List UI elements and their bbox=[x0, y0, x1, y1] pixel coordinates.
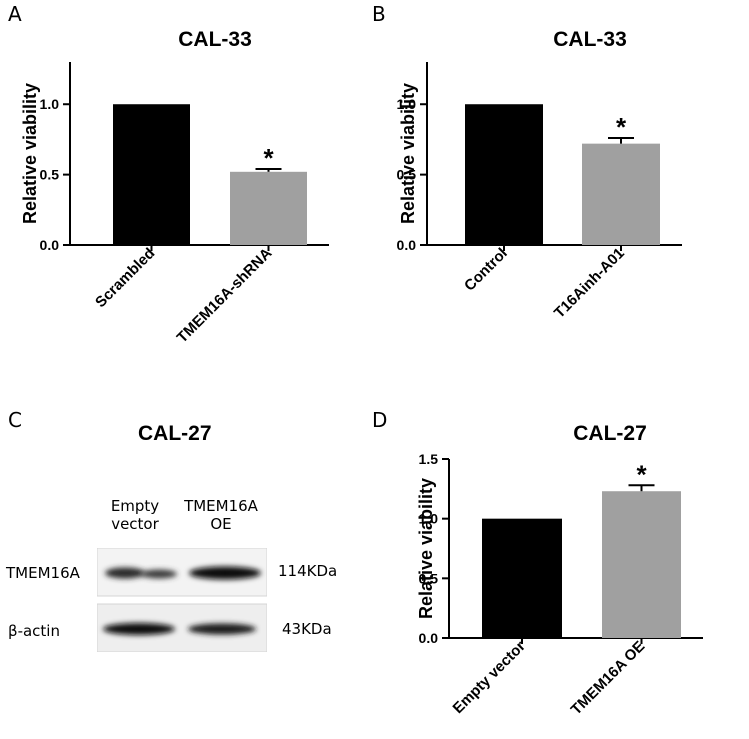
x-tick-label: Scrambled bbox=[92, 245, 158, 311]
y-tick-label: 0.5 bbox=[40, 167, 60, 183]
panel-letter-a: A bbox=[8, 2, 22, 26]
panel-letter-d: D bbox=[372, 408, 388, 432]
significance-marker: * bbox=[263, 143, 274, 173]
blot-title: CAL-27 bbox=[138, 422, 212, 445]
band-actin-empty bbox=[103, 623, 175, 635]
lane-label-line: vector bbox=[111, 515, 159, 533]
y-tick-label: 0.5 bbox=[397, 167, 417, 183]
y-tick-label: 0.0 bbox=[419, 630, 439, 646]
y-tick-label: 0.5 bbox=[419, 570, 439, 586]
blot-lane-label-tmem16a-oe: TMEM16A OE bbox=[166, 497, 276, 533]
panel-letter-b: B bbox=[372, 2, 386, 26]
significance-marker: * bbox=[636, 459, 647, 489]
x-tick-label: Control bbox=[461, 245, 511, 295]
lane-label-line: TMEM16A bbox=[184, 497, 258, 515]
y-axis-label: Relative viability bbox=[416, 478, 436, 619]
chart-title: CAL-33 bbox=[178, 28, 252, 51]
x-tick-label: T16Ainh-A01 bbox=[551, 245, 628, 322]
y-tick-label: 0.0 bbox=[397, 237, 417, 253]
x-tick-label: TMEM16A OE bbox=[568, 638, 649, 719]
y-tick-label: 1.5 bbox=[419, 451, 439, 467]
blot-image bbox=[97, 548, 267, 652]
x-tick-label: TMEM16A-shRNA bbox=[174, 245, 276, 347]
band-actin-oe bbox=[188, 623, 256, 635]
band-tmem16a-empty-left bbox=[105, 567, 145, 579]
bar-2 bbox=[582, 143, 660, 245]
bar-2 bbox=[602, 491, 681, 638]
blot-protein-label: β-actin bbox=[8, 622, 60, 640]
bar-1 bbox=[113, 104, 190, 245]
y-tick-label: 1.0 bbox=[419, 511, 439, 527]
band-tmem16a-oe bbox=[189, 566, 261, 580]
y-axis-label: Relative viability bbox=[20, 83, 40, 224]
blot-protein-label: TMEM16A bbox=[6, 564, 80, 582]
y-axis-label: Relative viability bbox=[398, 83, 418, 224]
y-tick-label: 1.0 bbox=[397, 96, 417, 112]
blot-size-label: 43KDa bbox=[282, 620, 332, 638]
band-tmem16a-empty-right bbox=[141, 569, 177, 579]
significance-marker: * bbox=[616, 112, 627, 142]
x-tick-label: Empty vector bbox=[450, 638, 529, 717]
bar-1 bbox=[482, 518, 562, 638]
y-tick-label: 0.0 bbox=[40, 237, 60, 253]
chart-title: CAL-33 bbox=[553, 28, 627, 51]
lane-label-line: Empty bbox=[110, 497, 160, 515]
lane-label-line: OE bbox=[210, 515, 232, 533]
bar-2 bbox=[230, 171, 307, 245]
blot-lane-label-empty-vector: Empty vector bbox=[80, 497, 190, 533]
bar-1 bbox=[465, 104, 543, 245]
y-tick-label: 1.0 bbox=[40, 96, 60, 112]
chart-title: CAL-27 bbox=[573, 422, 647, 445]
panel-letter-c: C bbox=[8, 408, 22, 432]
blot-size-label: 114KDa bbox=[278, 562, 338, 580]
